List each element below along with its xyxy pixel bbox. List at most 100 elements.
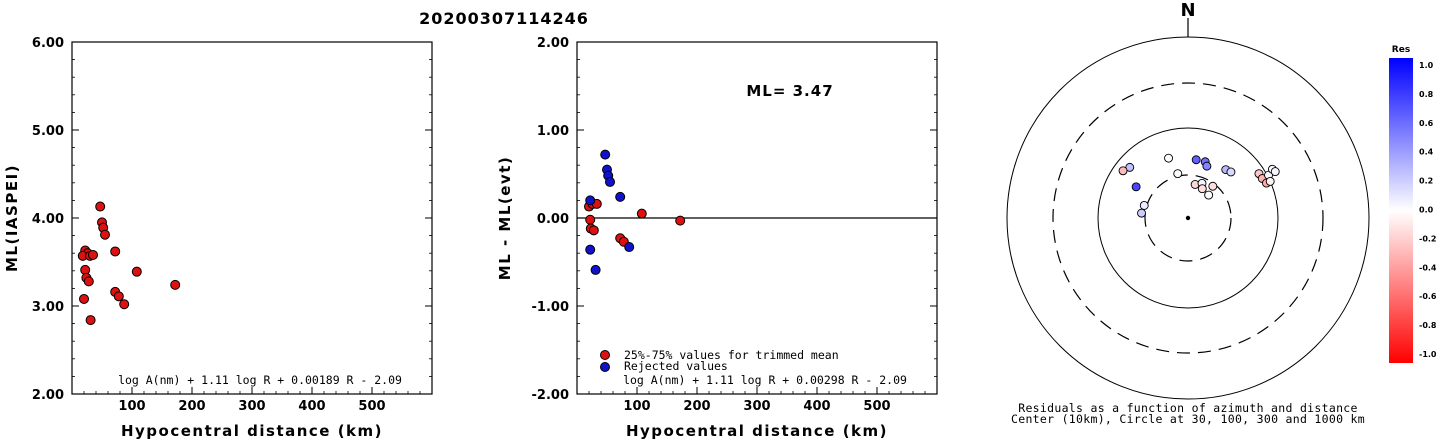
data-point (590, 264, 601, 275)
y-tick-label: 5.00 (32, 124, 64, 139)
x-tick-label: 200 (683, 399, 710, 414)
y-tick-label: 2.00 (537, 36, 569, 51)
legend-marker-trimmed (600, 350, 610, 360)
y-tick-label: 2.00 (32, 388, 64, 403)
colorbar-gradient (1389, 58, 1413, 363)
x-tick-label: 100 (118, 399, 145, 414)
residual-point (1164, 153, 1174, 163)
chart1-formula: log A(nm) + 1.11 log R + 0.00189 R - 2.0… (118, 373, 402, 387)
x-tick-label: 200 (178, 399, 205, 414)
legend-label-trimmed: 25%-75% values for trimmed mean (624, 348, 839, 362)
colorbar-tick-label: 0.6 (1419, 119, 1434, 128)
colorbar-tick-label: 0.8 (1419, 90, 1434, 99)
residual-point (1118, 166, 1128, 176)
data-point (88, 249, 98, 260)
residual-point (1202, 161, 1212, 171)
data-point (585, 244, 596, 255)
polar-caption-line2: Center (10km), Circle at 30, 100, 300 an… (1011, 412, 1365, 426)
colorbar-tick-label: -1.0 (1419, 350, 1437, 359)
residual-point (1204, 190, 1214, 200)
residual-point (1137, 208, 1146, 218)
x-tick-label: 400 (803, 399, 830, 414)
chart2-xlabel: Hypocentral distance (km) (626, 422, 888, 440)
data-point (675, 215, 686, 226)
residual-point (1191, 155, 1201, 165)
data-point (615, 191, 626, 202)
chart2-formula: log A(nm) + 1.11 log R + 0.00298 R - 2.0… (623, 373, 907, 387)
colorbar-ticks: 1.0 0.8 0.6 0.4 0.2 0.0 -0.2 -0.4 -0.6 -0.8 -1.0 (1419, 61, 1437, 359)
data-point (95, 201, 106, 212)
ring-30km (1144, 174, 1232, 262)
chart1-xlabel: Hypocentral distance (km) (121, 422, 383, 440)
y-tick-label: 0.00 (537, 212, 569, 227)
chart-residual-vs-distance: 100 200 300 400 500 -2.00 -1.00 0.00 1.00 2.00 ML… (496, 36, 938, 440)
residual-point (1208, 181, 1218, 191)
residual-point (1265, 176, 1275, 186)
colorbar-tick-label: 0.0 (1419, 206, 1434, 215)
ring-1000km (1006, 36, 1370, 400)
data-point (600, 149, 611, 160)
x-tick-label: 300 (743, 399, 770, 414)
data-point (624, 242, 635, 253)
chart2-ml-annotation: ML= 3.47 (746, 82, 833, 100)
colorbar-tick-label: 0.4 (1419, 148, 1434, 157)
y-tick-label: -1.00 (532, 300, 569, 315)
colorbar-tick-label: -0.2 (1419, 234, 1437, 243)
y-tick-label: -2.00 (532, 388, 569, 403)
chart2-ticks: 100 200 300 400 500 -2.00 -1.00 0.00 1.00 2.00 (532, 36, 938, 414)
residual-point (1139, 201, 1149, 210)
data-point (585, 195, 596, 206)
data-point (85, 315, 96, 326)
y-tick-label: 3.00 (32, 300, 64, 315)
chart1-frame (71, 41, 433, 395)
ring-100km (1097, 127, 1279, 309)
polar-caption-line1: Residuals as a function of azimuth and d… (1018, 401, 1358, 415)
data-point (170, 279, 181, 290)
chart2-ylabel: ML - ML(evt) (496, 156, 514, 280)
ring-300km (1052, 82, 1324, 354)
data-point (588, 225, 599, 236)
legend-label-rejected: Rejected values (624, 359, 728, 373)
data-point (636, 208, 647, 219)
data-point (585, 214, 596, 225)
y-tick-label: 1.00 (537, 124, 569, 139)
data-point (131, 266, 142, 277)
residual-point (1131, 182, 1141, 192)
colorbar-tick-label: -0.6 (1419, 292, 1437, 301)
polar-points (1118, 153, 1280, 218)
data-point (79, 293, 89, 304)
chart1-ylabel: ML(IASPEI) (3, 164, 21, 272)
polar-residual-map: N Residuals as a function of azimuth and… (1006, 0, 1370, 426)
residual-point (1197, 184, 1207, 194)
residual-colorbar: Res 1.0 0.8 0.6 0.4 0.2 0.0 -0.2 -0.4 -0.6 -0.8 -1… (1389, 45, 1437, 363)
data-point (100, 229, 110, 240)
data-point (110, 246, 121, 257)
colorbar-title: Res (1392, 45, 1410, 55)
chart1-ticks: 100 200 300 400 500 2.00 3.00 4.00 5.00 6.00 (32, 36, 433, 414)
colorbar-tick-label: -0.8 (1419, 321, 1437, 330)
chart2-points (584, 149, 686, 275)
y-tick-label: 6.00 (32, 36, 64, 51)
x-tick-label: 500 (358, 399, 385, 414)
x-tick-label: 500 (863, 399, 890, 414)
colorbar-tick-label: 1.0 (1419, 61, 1434, 70)
residual-point (1226, 167, 1236, 177)
x-tick-label: 400 (298, 399, 325, 414)
colorbar-tick-label: 0.2 (1419, 177, 1433, 186)
data-point (113, 291, 124, 302)
page-title: 20200307114246 (419, 9, 589, 28)
chart1-points (77, 201, 181, 326)
data-point (83, 276, 94, 287)
data-point (605, 176, 615, 187)
data-point (119, 299, 130, 310)
chart-ml-vs-distance: 100 200 300 400 500 2.00 3.00 4.00 5.00 6.00 ML(I… (3, 36, 433, 440)
legend-marker-rejected (600, 362, 610, 372)
colorbar-tick-label: -0.4 (1419, 263, 1437, 272)
north-label: N (1180, 0, 1195, 21)
x-tick-label: 100 (623, 399, 650, 414)
x-tick-label: 300 (238, 399, 265, 414)
y-tick-label: 4.00 (32, 212, 64, 227)
residual-point (1173, 169, 1183, 179)
residual-point (1270, 167, 1280, 177)
